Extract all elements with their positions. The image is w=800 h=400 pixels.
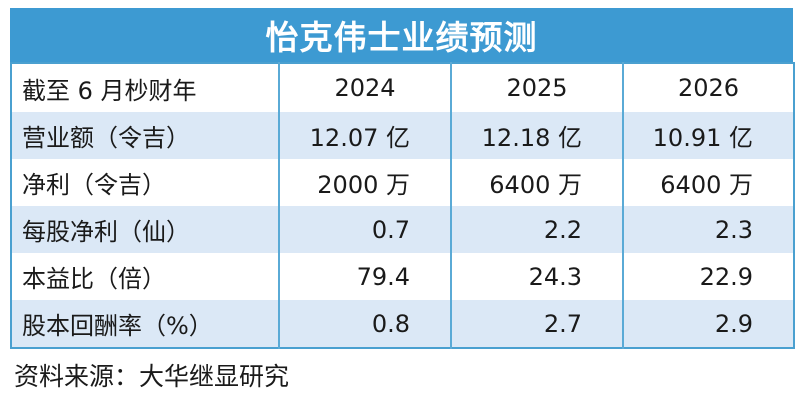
cell-value: 2.2 (451, 206, 624, 253)
cell-value: 6400 万 (660, 171, 753, 199)
panel-title: 怡克伟士业绩预测 (10, 8, 793, 62)
cell-value: 24.3 (451, 253, 624, 300)
cell-value: 0.7 (279, 206, 452, 253)
table-row-eps: 每股净利（仙） 0.7 2.2 2.3 (11, 206, 794, 253)
row-label: 股本回酬率（%） (11, 300, 280, 348)
cell-value: 22.9 (699, 262, 753, 291)
row-label: 营业额（令吉） (11, 112, 280, 159)
header-row: 截至 6 月杪财年 2024 2025 2026 (11, 63, 794, 112)
row-label: 每股净利（仙） (11, 206, 280, 253)
header-label: 截至 6 月杪财年 (11, 63, 280, 112)
table-row-revenue: 营业额（令吉） 12.07 亿 12.18 亿 10.91 亿 (11, 112, 794, 159)
header-year-2026: 2026 (677, 74, 740, 102)
cell-value: 2.7 (451, 300, 624, 348)
cell-value: 12.18 亿 (451, 112, 624, 159)
table-row-roe: 股本回酬率（%） 0.8 2.7 2.9 (11, 300, 794, 348)
cell-value: 2000 万 (279, 159, 452, 206)
header-year-2024: 2024 (279, 63, 452, 112)
row-label: 本益比（倍） (11, 253, 280, 300)
cell-value: 2.3 (714, 215, 753, 244)
table-row-net-profit: 净利（令吉） 2000 万 6400 万 6400 万 (11, 159, 794, 206)
row-label: 净利（令吉） (11, 159, 280, 206)
cell-value: 12.07 亿 (279, 112, 452, 159)
cell-value: 79.4 (279, 253, 452, 300)
cell-value: 2.9 (714, 309, 753, 338)
header-year-2025: 2025 (451, 63, 624, 112)
cell-value: 0.8 (279, 300, 452, 348)
table-row-pe-ratio: 本益比（倍） 79.4 24.3 22.9 (11, 253, 794, 300)
cell-value: 6400 万 (451, 159, 624, 206)
cell-value: 10.91 亿 (652, 124, 753, 152)
forecast-panel: 怡克伟士业绩预测 截至 6 月杪财年 2024 2025 2026 营业额（令吉… (10, 8, 795, 393)
source-note: 资料来源：大华继显研究 (14, 362, 290, 391)
forecast-table: 截至 6 月杪财年 2024 2025 2026 营业额（令吉） 12.07 亿… (10, 62, 795, 349)
